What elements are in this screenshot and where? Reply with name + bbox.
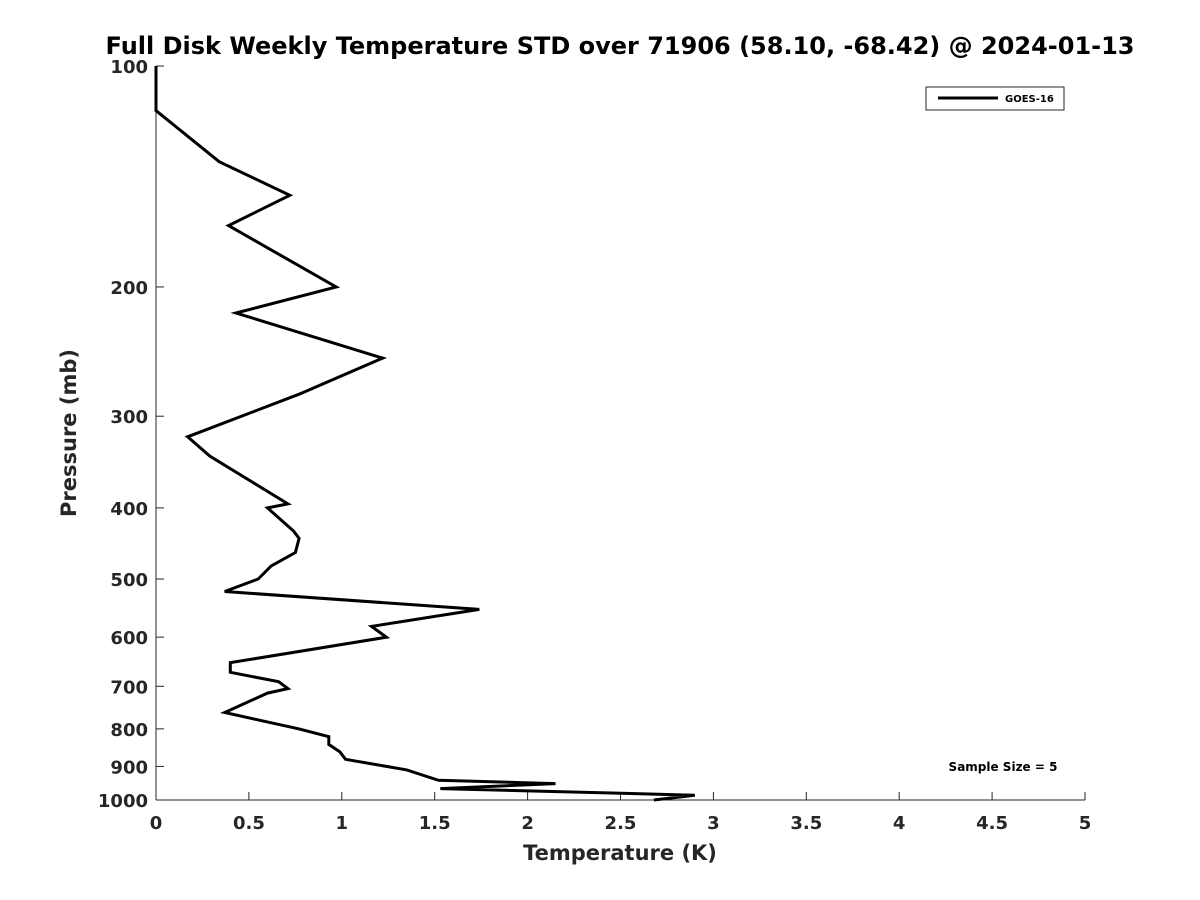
y-axis-label: Pressure (mb) (57, 349, 81, 517)
x-tick-label: 5 (1079, 813, 1092, 834)
y-tick-label: 900 (110, 757, 148, 778)
sample-size-annotation: Sample Size = 5 (949, 760, 1058, 774)
x-tick-label: 0 (150, 813, 163, 834)
y-tick-label: 200 (110, 278, 148, 299)
x-tick-label: 2.5 (605, 813, 637, 834)
y-tick-label: 600 (110, 628, 148, 649)
y-tick-label: 700 (110, 677, 148, 698)
x-tick-label: 4 (893, 813, 906, 834)
x-tick-label: 3 (707, 813, 720, 834)
y-tick-label: 1000 (98, 791, 148, 812)
x-axis-label: Temperature (K) (523, 841, 717, 865)
chart-title: Full Disk Weekly Temperature STD over 71… (106, 32, 1135, 60)
x-tick-label: 1.5 (419, 813, 451, 834)
x-tick-label: 3.5 (790, 813, 822, 834)
y-tick-label: 800 (110, 720, 148, 741)
y-tick-label: 400 (110, 499, 148, 520)
y-tick-label: 300 (110, 407, 148, 428)
y-tick-label: 100 (110, 57, 148, 78)
legend: GOES-16 (925, 86, 1065, 111)
x-tick-label: 2 (521, 813, 534, 834)
x-tick-label: 4.5 (976, 813, 1008, 834)
legend-label-goes-16: GOES-16 (1005, 94, 1054, 105)
x-tick-label: 1 (336, 813, 349, 834)
x-tick-label: 0.5 (233, 813, 265, 834)
x-axis-ticks: 0 0.5 1 1.5 2 2.5 3 3.5 4 4.5 5 (150, 792, 1092, 834)
y-axis-ticks: 100 200 300 400 500 600 700 800 900 1000 (98, 57, 164, 812)
series-line-goes-16 (154, 66, 695, 802)
y-tick-label: 500 (110, 570, 148, 591)
